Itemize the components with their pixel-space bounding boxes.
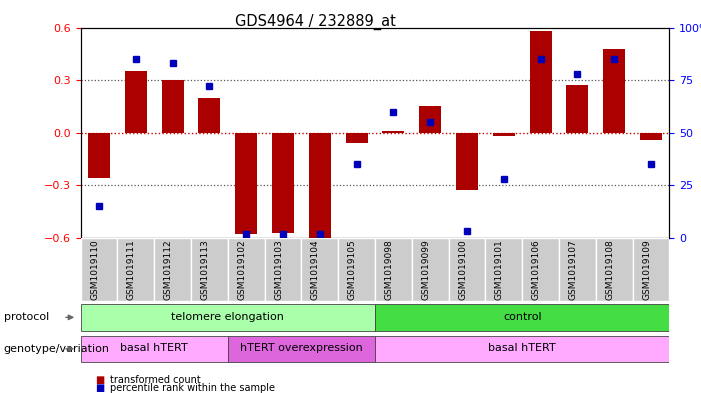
Text: GDS4964 / 232889_at: GDS4964 / 232889_at: [235, 14, 396, 30]
Text: GSM1019110: GSM1019110: [90, 239, 99, 300]
Bar: [375, 336, 669, 362]
Text: GSM1019099: GSM1019099: [421, 239, 430, 300]
Bar: [346, 132, 367, 143]
Text: GSM1019109: GSM1019109: [642, 239, 651, 300]
Bar: [383, 131, 404, 132]
Text: GSM1019104: GSM1019104: [311, 239, 320, 299]
Text: GSM1019100: GSM1019100: [458, 239, 467, 300]
Bar: [81, 336, 228, 362]
Text: ■: ■: [95, 383, 104, 393]
Text: GSM1019107: GSM1019107: [569, 239, 578, 300]
Bar: [412, 238, 449, 301]
Bar: [522, 238, 559, 301]
Bar: [485, 238, 522, 301]
Bar: [596, 238, 632, 301]
Bar: [81, 238, 118, 301]
Text: GSM1019106: GSM1019106: [531, 239, 540, 300]
Text: GSM1019113: GSM1019113: [200, 239, 210, 300]
Bar: [529, 31, 552, 132]
Bar: [308, 132, 331, 238]
Bar: [603, 48, 625, 132]
Bar: [265, 238, 301, 301]
Bar: [272, 132, 294, 233]
Bar: [632, 238, 669, 301]
Text: GSM1019098: GSM1019098: [384, 239, 393, 300]
Bar: [81, 304, 375, 331]
Text: basal hTERT: basal hTERT: [121, 343, 188, 353]
Bar: [456, 132, 478, 191]
Bar: [449, 238, 485, 301]
Bar: [375, 304, 669, 331]
Bar: [161, 80, 184, 132]
Text: control: control: [503, 312, 542, 322]
Bar: [338, 238, 375, 301]
Text: hTERT overexpression: hTERT overexpression: [240, 343, 363, 353]
Text: GSM1019101: GSM1019101: [495, 239, 504, 300]
Bar: [191, 238, 228, 301]
Bar: [228, 336, 375, 362]
Text: GSM1019108: GSM1019108: [605, 239, 614, 300]
Bar: [228, 238, 265, 301]
Text: GSM1019105: GSM1019105: [348, 239, 357, 300]
Text: percentile rank within the sample: percentile rank within the sample: [110, 383, 275, 393]
Bar: [559, 238, 596, 301]
Bar: [566, 85, 588, 132]
Text: GSM1019111: GSM1019111: [127, 239, 136, 300]
Bar: [118, 238, 154, 301]
Text: GSM1019112: GSM1019112: [163, 239, 172, 299]
Bar: [301, 238, 338, 301]
Bar: [236, 132, 257, 234]
Bar: [640, 132, 662, 140]
Bar: [154, 238, 191, 301]
Bar: [88, 132, 110, 178]
Text: protocol: protocol: [4, 312, 49, 322]
Bar: [375, 238, 412, 301]
Text: genotype/variation: genotype/variation: [4, 344, 109, 354]
Bar: [419, 107, 442, 132]
Text: GSM1019102: GSM1019102: [237, 239, 246, 299]
Bar: [198, 97, 221, 132]
Text: basal hTERT: basal hTERT: [489, 343, 556, 353]
Text: ■: ■: [95, 375, 104, 386]
Text: transformed count: transformed count: [110, 375, 200, 386]
Text: telomere elongation: telomere elongation: [171, 312, 285, 322]
Bar: [493, 132, 515, 136]
Text: GSM1019103: GSM1019103: [274, 239, 283, 300]
Bar: [125, 71, 147, 132]
